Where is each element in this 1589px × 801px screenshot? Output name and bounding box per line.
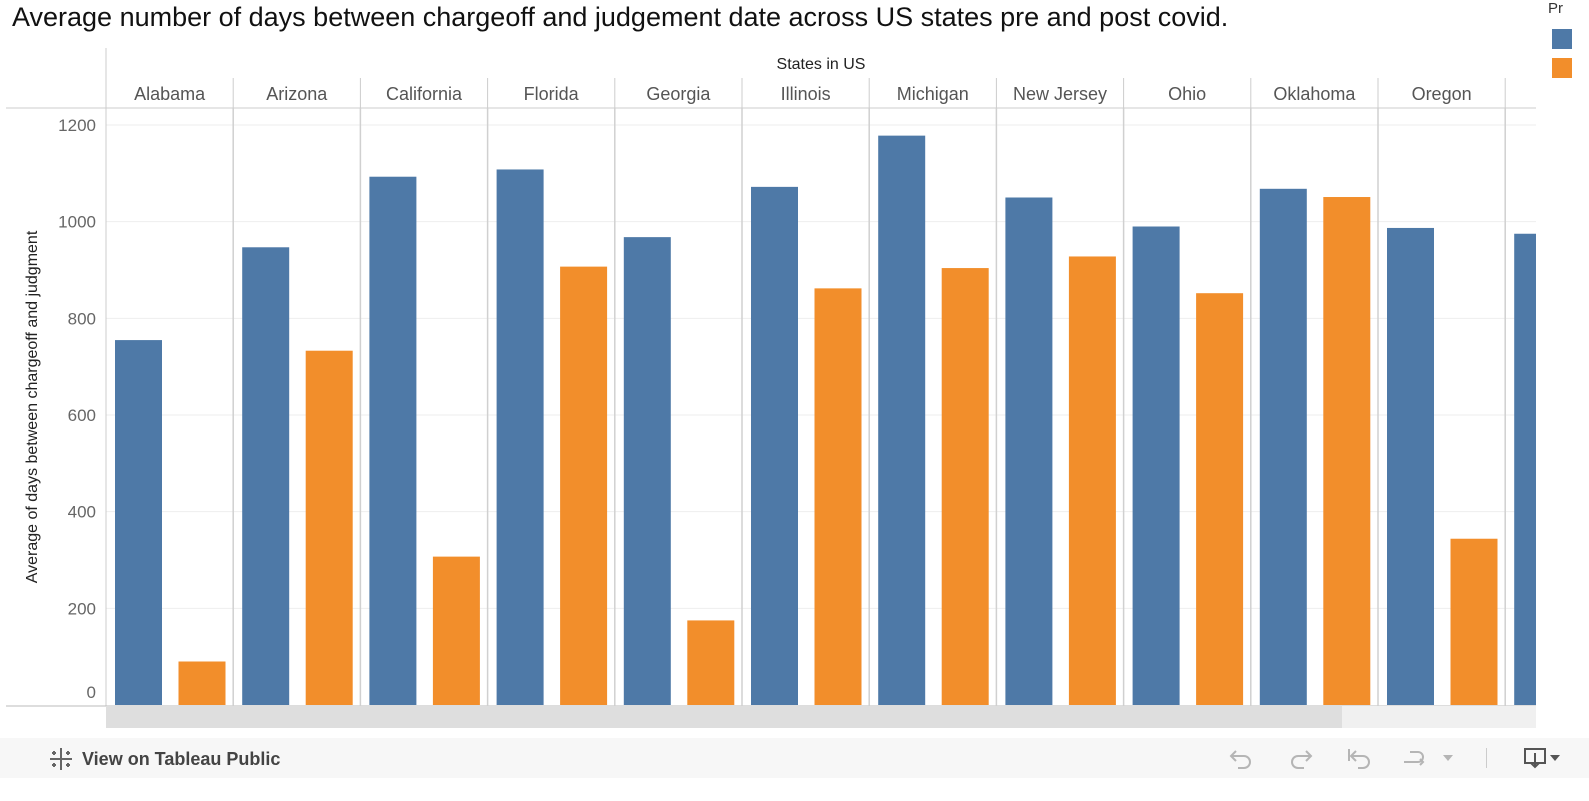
- bar[interactable]: [941, 268, 989, 705]
- y-tick-label: 1200: [58, 116, 96, 135]
- view-on-tableau-public-link[interactable]: View on Tableau Public: [48, 746, 280, 772]
- y-tick-label: 800: [68, 309, 96, 328]
- undo-button[interactable]: [1226, 744, 1256, 772]
- y-axis-title: Average of days between chargeoff and ju…: [24, 230, 41, 583]
- state-label: Arizona: [266, 84, 328, 104]
- bar-partial[interactable]: [1514, 233, 1536, 705]
- x-axis-title: States in US: [777, 56, 866, 73]
- bar[interactable]: [560, 266, 608, 705]
- state-label: California: [386, 84, 463, 104]
- toolbar-divider: [1486, 748, 1487, 768]
- legend-title: Pr: [1548, 0, 1563, 17]
- download-icon: [1524, 748, 1560, 769]
- bar[interactable]: [687, 620, 735, 705]
- view-on-tableau-public-label: View on Tableau Public: [82, 748, 281, 769]
- bar[interactable]: [1005, 197, 1053, 706]
- bar[interactable]: [178, 661, 226, 706]
- bar[interactable]: [1196, 293, 1244, 705]
- state-header-row: Alabama Arizona California Florida Georgia Il…: [134, 84, 1472, 104]
- chart-frame: [6, 48, 1536, 707]
- bar[interactable]: [305, 350, 353, 705]
- tableau-logo-icon: [50, 748, 72, 770]
- bar[interactable]: [496, 169, 544, 705]
- y-tick-label: 1000: [58, 213, 96, 232]
- bars: [115, 135, 1536, 706]
- state-label: Georgia: [646, 84, 711, 104]
- legend-swatch-series-1[interactable]: [1552, 29, 1572, 49]
- state-label: Oklahoma: [1273, 84, 1356, 104]
- redo-icon: [1291, 750, 1313, 769]
- legend-swatch-series-2[interactable]: [1552, 58, 1572, 78]
- chevron-down-icon: [1443, 755, 1453, 761]
- horizontal-scrollbar-thumb[interactable]: [106, 706, 1342, 728]
- bar[interactable]: [878, 135, 926, 706]
- bar[interactable]: [115, 340, 162, 705]
- bar[interactable]: [623, 237, 671, 705]
- redo-button[interactable]: [1286, 744, 1316, 772]
- state-label: Oregon: [1412, 84, 1472, 104]
- bar[interactable]: [1132, 226, 1180, 706]
- y-axis-ticks: 0 200 400 600 800 1000 1200: [58, 116, 96, 702]
- refresh-dropdown-button[interactable]: [1438, 744, 1458, 772]
- undo-icon: [1229, 750, 1251, 769]
- download-button[interactable]: [1520, 744, 1564, 772]
- state-label: Florida: [524, 84, 580, 104]
- tableau-toolbar: View on Tableau Public: [0, 738, 1589, 778]
- state-label: Michigan: [897, 84, 969, 104]
- refresh-button[interactable]: [1398, 744, 1428, 772]
- bar[interactable]: [751, 186, 798, 705]
- state-label: Alabama: [134, 84, 206, 104]
- bar[interactable]: [1068, 256, 1116, 705]
- state-label: Ohio: [1168, 84, 1206, 104]
- page-title: Average number of days between chargeoff…: [12, 2, 1229, 32]
- y-tick-label: 0: [87, 683, 96, 702]
- y-tick-label: 200: [68, 599, 96, 618]
- bar[interactable]: [814, 288, 862, 705]
- bar[interactable]: [242, 247, 290, 706]
- state-label: Illinois: [781, 84, 831, 104]
- bar[interactable]: [1387, 227, 1434, 705]
- bar[interactable]: [369, 176, 417, 705]
- refresh-icon: [1404, 751, 1425, 766]
- bar[interactable]: [1323, 197, 1371, 705]
- bar[interactable]: [1259, 188, 1307, 706]
- bar[interactable]: [1450, 538, 1498, 705]
- y-tick-label: 400: [68, 503, 96, 522]
- revert-icon: [1348, 749, 1370, 769]
- revert-button[interactable]: [1344, 744, 1374, 772]
- y-tick-label: 600: [68, 406, 96, 425]
- state-label: New Jersey: [1013, 84, 1107, 104]
- bar[interactable]: [432, 556, 480, 705]
- bar-chart: States in US Average of days between cha…: [6, 48, 1536, 728]
